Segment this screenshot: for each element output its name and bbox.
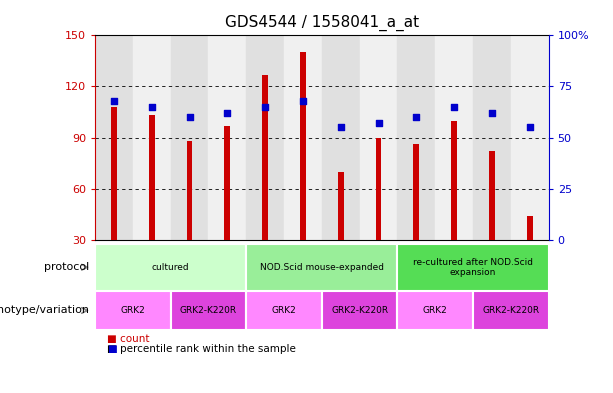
Bar (133, 35, 170, 240)
Bar (246, 35, 284, 240)
Text: GRK2-K220R: GRK2-K220R (180, 306, 237, 315)
Point (298, 97, 308, 104)
Text: ■ percentile rank within the sample: ■ percentile rank within the sample (107, 344, 296, 354)
Bar (170, 35, 208, 240)
Point (260, 104, 270, 110)
Text: GRK2: GRK2 (120, 306, 145, 315)
Bar (246, 244, 397, 291)
Text: ■: ■ (107, 344, 117, 354)
Text: GRK2: GRK2 (272, 306, 297, 315)
Bar (360, 35, 397, 240)
Bar (95, 35, 133, 240)
Bar (187, 141, 192, 240)
Text: genotype/variation: genotype/variation (0, 305, 89, 316)
Bar (300, 52, 306, 240)
Point (411, 114, 421, 120)
Bar (246, 291, 322, 330)
Bar (170, 291, 246, 330)
Bar (397, 35, 435, 240)
Bar (322, 35, 360, 240)
Point (487, 110, 497, 116)
Bar (451, 121, 457, 240)
Bar (397, 244, 549, 291)
Text: GRK2-K220R: GRK2-K220R (331, 306, 388, 315)
Point (223, 110, 232, 116)
Bar (338, 172, 343, 240)
Point (147, 104, 156, 110)
Bar (322, 291, 397, 330)
Point (185, 114, 194, 120)
Title: GDS4544 / 1558041_a_at: GDS4544 / 1558041_a_at (225, 15, 419, 31)
Bar (376, 138, 381, 240)
Bar (224, 126, 230, 240)
Bar (95, 291, 170, 330)
Bar (397, 291, 473, 330)
Bar (284, 35, 322, 240)
Point (373, 120, 384, 127)
Bar (208, 35, 246, 240)
Text: ■ count: ■ count (107, 334, 150, 344)
Bar (489, 151, 495, 240)
Bar (414, 144, 419, 240)
Text: GRK2-K220R: GRK2-K220R (482, 306, 539, 315)
Bar (262, 75, 268, 240)
Bar (527, 216, 533, 240)
Bar (111, 107, 116, 240)
Text: cultured: cultured (152, 263, 189, 272)
Text: NOD.Scid mouse-expanded: NOD.Scid mouse-expanded (260, 263, 384, 272)
Bar (435, 35, 473, 240)
Text: protocol: protocol (44, 262, 89, 272)
Bar (473, 291, 549, 330)
Text: re-cultured after NOD.Scid
expansion: re-cultured after NOD.Scid expansion (413, 257, 533, 277)
Bar (95, 244, 246, 291)
Point (336, 124, 346, 130)
Bar (149, 116, 154, 240)
Bar (473, 35, 511, 240)
Point (109, 97, 119, 104)
Bar (511, 35, 549, 240)
Point (525, 124, 535, 130)
Text: GRK2: GRK2 (423, 306, 447, 315)
Point (449, 104, 459, 110)
